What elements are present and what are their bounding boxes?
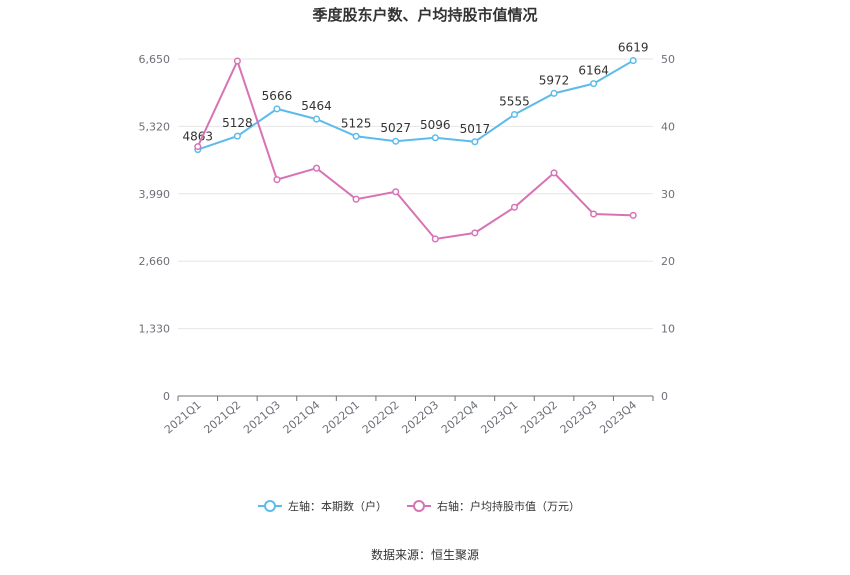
series-layer: 4863 5128 5666 5464 5125 5027 5096 5017 5555 5972…: [183, 41, 649, 243]
data-point[interactable]: [431, 235, 439, 243]
x-tick-label: 2021Q3: [241, 398, 283, 436]
data-label: 6619: [618, 41, 649, 55]
right-tick-label: 10: [661, 323, 675, 336]
right-tick-label: 30: [661, 188, 675, 201]
x-tick-label: 2023Q2: [518, 398, 560, 436]
left-tick-label: 0: [163, 390, 170, 403]
chart-title: 季度股东户数、户均持股市值情况: [312, 6, 537, 24]
left-tick-label: 5,320: [139, 120, 171, 133]
data-point[interactable]: [471, 138, 479, 146]
data-point[interactable]: [590, 80, 598, 88]
legend-marker: [264, 500, 276, 512]
x-tick-label: 2022Q2: [360, 398, 402, 436]
data-point[interactable]: [392, 188, 400, 196]
left-tick-label: 2,660: [139, 255, 171, 268]
data-point[interactable]: [629, 57, 637, 65]
x-tick-label: 2021Q4: [281, 398, 323, 436]
left-tick-label: 3,990: [139, 188, 171, 201]
data-point[interactable]: [273, 176, 281, 184]
x-tick-label: 2023Q3: [558, 398, 600, 436]
data-label: 5128: [222, 116, 253, 130]
left-axis: 0 1,330 2,660 3,990 5,320 6,650: [139, 53, 171, 403]
data-point[interactable]: [233, 132, 241, 140]
data-point[interactable]: [194, 143, 202, 151]
x-axis: 2021Q12021Q22021Q32021Q42022Q12022Q22022…: [162, 395, 654, 436]
data-point[interactable]: [629, 211, 637, 219]
data-label: 5125: [341, 116, 372, 130]
x-tick-label: 2023Q1: [479, 398, 521, 436]
series-line-2: [196, 58, 634, 241]
legend-label: 右轴：户均持股市值（万元）: [437, 499, 580, 513]
series-line-1: [197, 59, 634, 151]
data-point[interactable]: [233, 57, 241, 65]
legend-item-2[interactable]: 右轴：户均持股市值（万元）: [407, 499, 580, 513]
x-tick-label: 2021Q2: [202, 398, 244, 436]
data-label: 5096: [420, 118, 451, 132]
data-label: 5972: [539, 73, 570, 87]
data-point[interactable]: [590, 210, 598, 218]
data-label: 6164: [578, 64, 609, 78]
data-label: 5555: [499, 94, 530, 108]
data-point[interactable]: [550, 169, 558, 177]
data-label: 5666: [262, 89, 293, 103]
x-tick-label: 2021Q1: [162, 398, 204, 436]
legend-marker: [413, 500, 425, 512]
legend-item-1[interactable]: 左轴：本期数（户）: [258, 499, 387, 513]
left-tick-label: 1,330: [139, 323, 171, 336]
data-label: 5464: [301, 99, 332, 113]
data-point[interactable]: [352, 132, 360, 140]
right-tick-label: 20: [661, 255, 675, 268]
data-label: 5017: [460, 122, 491, 136]
data-label: 5027: [380, 121, 411, 135]
data-label: 4863: [183, 130, 214, 144]
data-point[interactable]: [471, 229, 479, 237]
x-tick-label: 2022Q3: [399, 398, 441, 436]
data-point[interactable]: [352, 195, 360, 203]
data-point[interactable]: [312, 115, 321, 123]
x-tick-label: 2022Q1: [320, 398, 362, 436]
right-tick-label: 40: [661, 120, 675, 133]
legend-label: 左轴：本期数（户）: [288, 499, 387, 513]
data-point[interactable]: [392, 137, 400, 145]
legend[interactable]: 左轴：本期数（户） 右轴：户均持股市值（万元）: [258, 499, 580, 513]
data-point[interactable]: [510, 110, 519, 119]
right-tick-label: 50: [661, 53, 675, 66]
x-tick-label: 2022Q4: [439, 398, 481, 436]
source-note: 数据来源：恒生聚源: [371, 547, 479, 562]
right-axis: 0 10 20 30 40 50: [661, 53, 675, 403]
data-point[interactable]: [273, 105, 281, 113]
right-tick-label: 0: [661, 390, 668, 403]
data-point[interactable]: [431, 134, 439, 142]
data-point[interactable]: [510, 203, 519, 211]
x-tick-label: 2023Q4: [597, 398, 639, 436]
data-point[interactable]: [550, 89, 558, 97]
data-point[interactable]: [312, 164, 321, 172]
left-tick-label: 6,650: [139, 53, 171, 66]
grid: [178, 58, 653, 330]
